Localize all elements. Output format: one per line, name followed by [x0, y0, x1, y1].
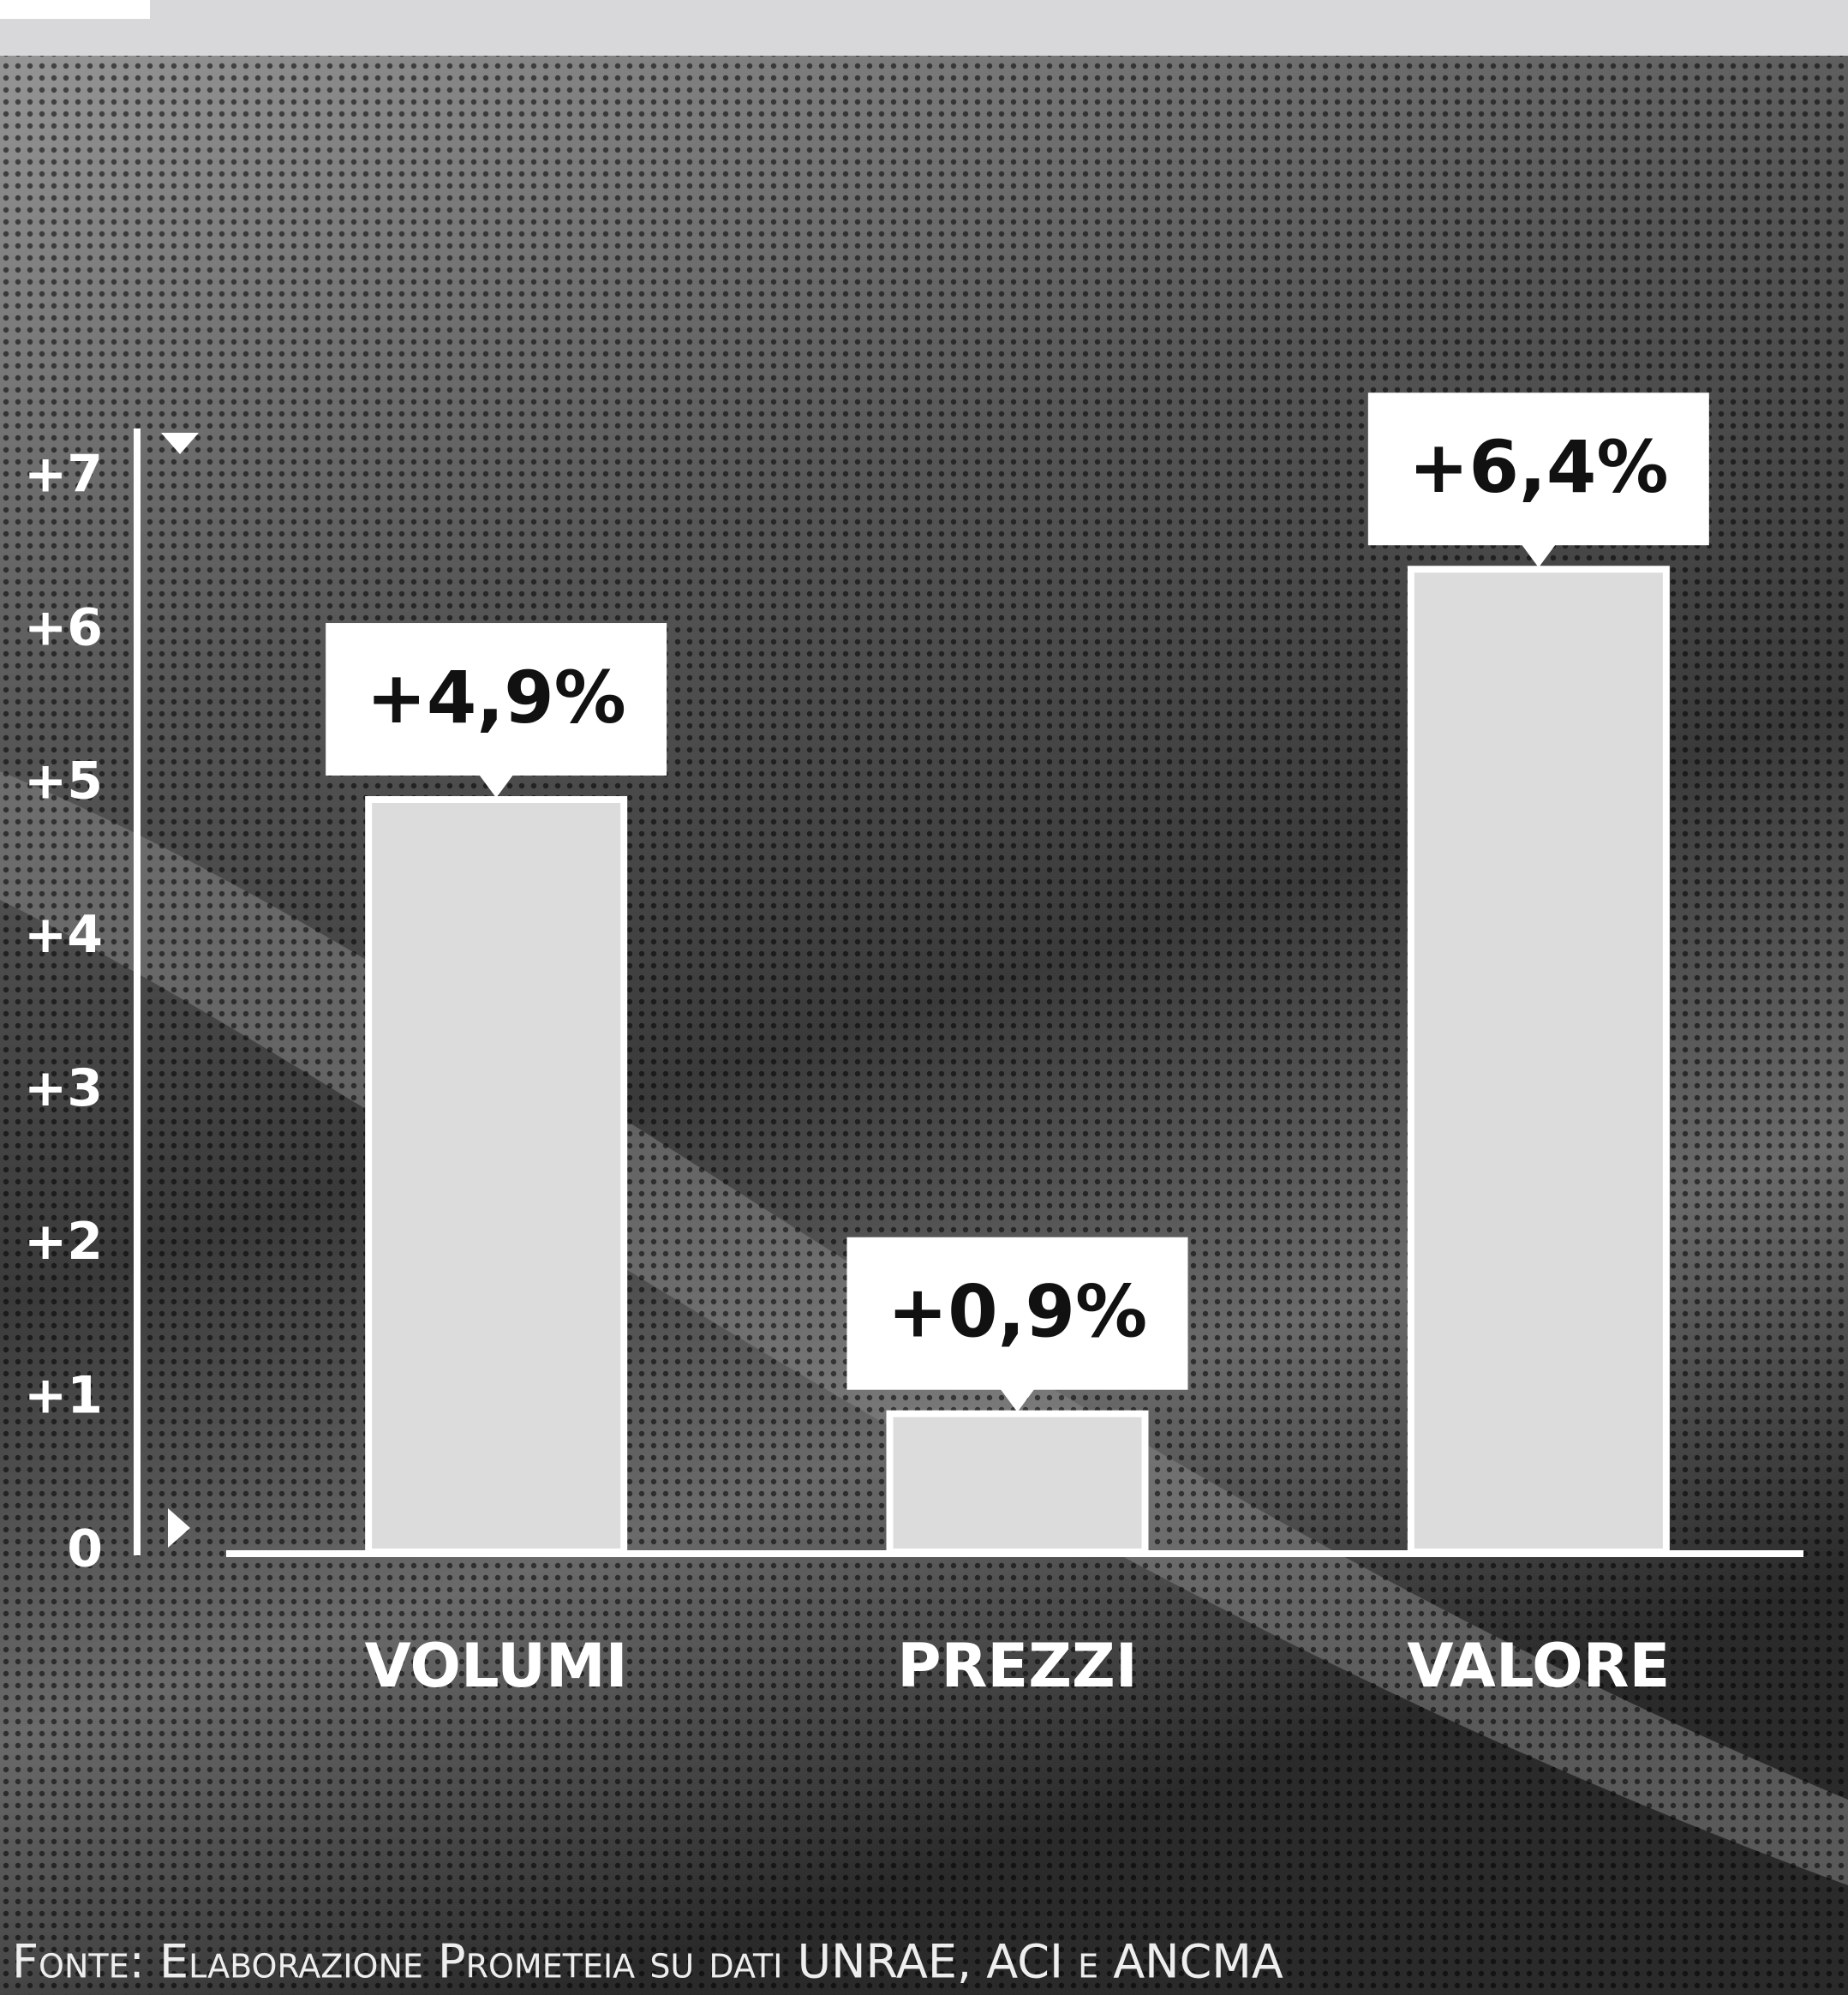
- bar: [886, 1410, 1149, 1556]
- x-tick-label: VOLUMI: [365, 1631, 628, 1701]
- y-tick-label: +2: [24, 1212, 103, 1272]
- y-tick-label: +3: [24, 1058, 103, 1118]
- y-tick-label: +6: [24, 598, 103, 658]
- value-label-pointer: [1000, 1388, 1035, 1412]
- x-tick-label: PREZZI: [897, 1631, 1138, 1701]
- value-label: +0,9%: [888, 1270, 1147, 1354]
- y-tick-label: 0: [67, 1519, 103, 1579]
- value-label-box: [846, 1237, 1188, 1390]
- x-tick-label: VALORE: [1407, 1631, 1670, 1701]
- axis-arrow: [168, 1508, 190, 1548]
- axis-arrow: [161, 433, 199, 454]
- top-band: [0, 0, 1848, 56]
- value-label-pointer: [479, 775, 514, 799]
- value-label-box: [326, 623, 667, 776]
- source-note: Fonte: Elaborazione Prometeia su dati UN…: [12, 1935, 1283, 1989]
- y-tick-label: +4: [24, 905, 103, 965]
- value-label-pointer: [1521, 544, 1556, 568]
- top-accent: [0, 0, 150, 19]
- y-tick-label: +5: [24, 752, 103, 812]
- y-tick-label: +7: [24, 444, 103, 504]
- value-label: +4,9%: [366, 656, 625, 740]
- bar: [365, 796, 628, 1555]
- value-label: +6,4%: [1408, 425, 1668, 509]
- bar: [1407, 566, 1670, 1555]
- value-label-box: [1367, 392, 1709, 546]
- y-tick-label: +1: [24, 1365, 103, 1425]
